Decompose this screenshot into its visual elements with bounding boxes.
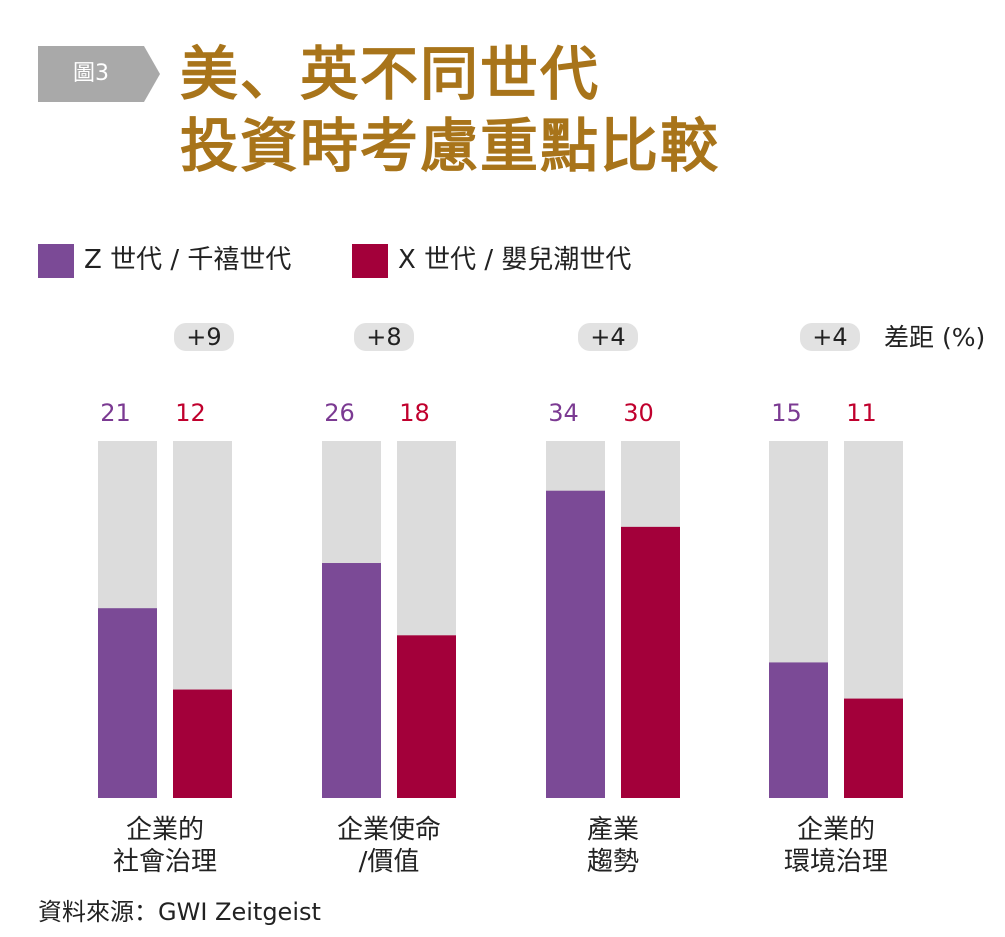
- chart-title-line-1: 美、英不同世代: [180, 40, 601, 108]
- category-label-line-1: 企業的: [797, 815, 875, 845]
- category-label-line-2: /價值: [359, 847, 420, 877]
- difference-pill: [174, 323, 234, 351]
- category-label-line-2: 環境治理: [784, 847, 888, 877]
- figure-badge-arrow: [38, 46, 160, 102]
- category-label-line-1: 產業: [587, 815, 639, 845]
- data-label: 34: [548, 399, 579, 427]
- bar-x: [844, 698, 903, 798]
- difference-pill: [354, 323, 414, 351]
- bar-z: [98, 608, 157, 798]
- data-label: 11: [846, 399, 877, 427]
- bar-x: [621, 526, 680, 798]
- difference-value: +4: [590, 323, 625, 351]
- difference-value: +8: [366, 323, 401, 351]
- data-label: 18: [399, 399, 430, 427]
- chart-title-line-2: 投資時考慮重點比較: [180, 112, 721, 180]
- difference-pill: [578, 323, 638, 351]
- figure-badge: 圖3: [38, 46, 160, 102]
- bar-x: [397, 635, 456, 798]
- category-label-line-1: 企業的: [126, 815, 204, 845]
- category-label-line-2: 趨勢: [587, 847, 639, 877]
- data-label: 12: [175, 399, 206, 427]
- bar-z: [546, 490, 605, 798]
- difference-pill: [800, 323, 860, 351]
- category-label-line-2: 社會治理: [113, 847, 217, 877]
- bar-z: [322, 563, 381, 798]
- difference-label: 差距 (%): [884, 323, 985, 352]
- data-label: 21: [100, 399, 131, 427]
- legend-swatch-x: [352, 244, 388, 278]
- category-label-line-1: 企業使命: [337, 815, 441, 845]
- legend-label-x: X 世代 / 嬰兒潮世代: [398, 245, 632, 275]
- source-note: 資料來源：GWI Zeitgeist: [38, 898, 321, 926]
- data-label: 30: [623, 399, 654, 427]
- legend-label-z: Z 世代 / 千禧世代: [84, 245, 292, 275]
- difference-value: +9: [186, 323, 221, 351]
- legend-swatch-z: [38, 244, 74, 278]
- chart-title: 美、英不同世代 投資時考慮重點比較: [180, 38, 720, 182]
- difference-value: +4: [812, 323, 847, 351]
- figure-number: 圖3: [73, 61, 109, 86]
- bar-z: [769, 662, 828, 798]
- bar-x: [173, 689, 232, 798]
- data-label: 26: [324, 399, 355, 427]
- data-label: 15: [771, 399, 802, 427]
